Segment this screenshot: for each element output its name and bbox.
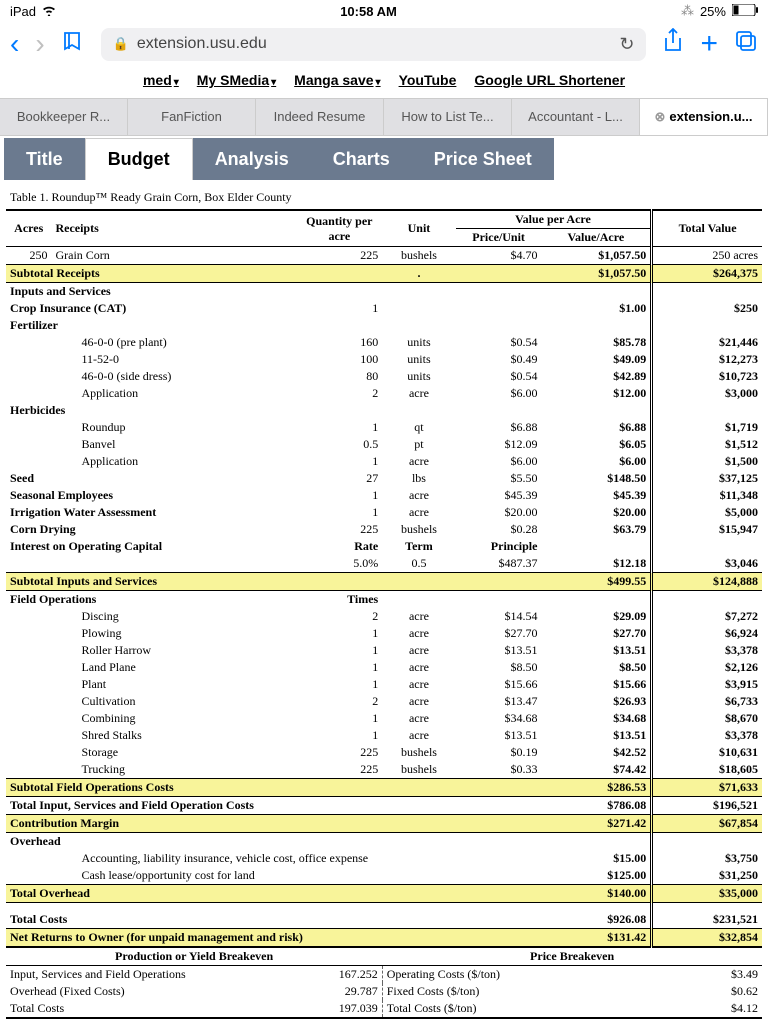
th-unit: Unit: [382, 210, 456, 247]
pagetab-charts[interactable]: Charts: [311, 138, 412, 180]
row-fertilizer-label: Fertilizer: [6, 317, 762, 334]
pagetab-budget[interactable]: Budget: [85, 138, 193, 180]
clock: 10:58 AM: [340, 4, 397, 19]
row-seed: Seed27lbs$5.50$148.50$37,125: [6, 470, 762, 487]
bookmarks-bar: med▾ My SMedia▾ Manga save▾ YouTube Goog…: [0, 66, 768, 98]
row-total-isf: Total Input, Services and Field Operatio…: [6, 797, 762, 815]
row-subtotal-receipts: Subtotal Receipts . $1,057.50 $264,375: [6, 265, 762, 283]
tab-2[interactable]: Indeed Resume: [256, 99, 384, 135]
wifi-icon: [42, 4, 56, 19]
row-irrigation: Irrigation Water Assessment1acre$20.00$2…: [6, 504, 762, 521]
row-grain-corn: 250 Grain Corn 225 bushels $4.70 $1,057.…: [6, 247, 762, 265]
row-interest: 5.0%0.5$487.37$12.18$3,046: [6, 555, 762, 573]
row-breakeven-1: Overhead (Fixed Costs)29.787Fixed Costs …: [6, 983, 762, 1000]
row-fert-3: Application2acre$6.00$12.00$3,000: [6, 385, 762, 402]
row-fieldop-6: Combining1acre$34.68$34.68$8,670: [6, 710, 762, 727]
bookmark-smedia[interactable]: My SMedia▾: [197, 72, 276, 88]
battery-pct: 25%: [700, 4, 726, 19]
share-icon[interactable]: [662, 28, 684, 60]
th-tv: Total Value: [652, 210, 762, 247]
row-fieldop-8: Storage225bushels$0.19$42.52$10,631: [6, 744, 762, 761]
row-herb-1: Banvel0.5pt$12.09$6.05$1,512: [6, 436, 762, 453]
row-net-returns: Net Returns to Owner (for unpaid managem…: [6, 928, 762, 947]
row-fert-0: 46-0-0 (pre plant)160units$0.54$85.78$21…: [6, 334, 762, 351]
tab-3[interactable]: How to List Te...: [384, 99, 512, 135]
row-fieldop-3: Land Plane1acre$8.50$8.50$2,126: [6, 659, 762, 676]
row-inputs-header: Inputs and Services: [6, 283, 762, 301]
bookmark-gurl[interactable]: Google URL Shortener: [474, 72, 625, 88]
url-bar[interactable]: 🔒 extension.usu.edu ↻: [101, 28, 647, 61]
row-seasonal: Seasonal Employees1acre$45.39$45.39$11,3…: [6, 487, 762, 504]
battery-icon: [732, 4, 758, 19]
table-title: Table 1. Roundup™ Ready Grain Corn, Box …: [10, 190, 762, 205]
row-fert-2: 46-0-0 (side dress)80units$0.54$42.89$10…: [6, 368, 762, 385]
reload-icon[interactable]: ↻: [619, 34, 634, 55]
row-fieldop-5: Cultivation2acre$13.47$26.93$6,733: [6, 693, 762, 710]
row-field-ops-label: Field OperationsTimes: [6, 591, 762, 609]
lock-icon: 🔒: [113, 36, 129, 52]
row-fieldop-4: Plant1acre$15.66$15.66$3,915: [6, 676, 762, 693]
row-crop-ins: Crop Insurance (CAT) 1 $1.00 $250: [6, 300, 762, 317]
tab-1[interactable]: FanFiction: [128, 99, 256, 135]
row-subtotal-inputs: Subtotal Inputs and Services$499.55$124,…: [6, 573, 762, 591]
row-breakeven-2: Total Costs197.039Total Costs ($/ton)$4.…: [6, 1000, 762, 1018]
row-overhead-0: Accounting, liability insurance, vehicle…: [6, 850, 762, 867]
url-text: extension.usu.edu: [137, 35, 267, 53]
th-receipts: Receipts: [51, 210, 296, 247]
back-button[interactable]: ‹: [10, 28, 19, 60]
forward-button: ›: [35, 28, 44, 60]
pagetab-title[interactable]: Title: [4, 138, 85, 180]
tab-0[interactable]: Bookkeeper R...: [0, 99, 128, 135]
row-drying: Corn Drying225bushels$0.28$63.79$15,947: [6, 521, 762, 538]
row-overhead-1: Cash lease/opportunity cost for land$125…: [6, 867, 762, 885]
browser-tabs: Bookkeeper R... FanFiction Indeed Resume…: [0, 98, 768, 136]
bookmark-manga[interactable]: Manga save▾: [294, 72, 380, 88]
row-fieldop-9: Trucking225bushels$0.33$74.42$18,605: [6, 761, 762, 779]
row-fieldop-2: Roller Harrow1acre$13.51$13.51$3,378: [6, 642, 762, 659]
row-total-costs: Total Costs$926.08$231,521: [6, 911, 762, 929]
row-breakeven-0: Input, Services and Field Operations167.…: [6, 965, 762, 983]
row-total-overhead: Total Overhead$140.00$35,000: [6, 885, 762, 903]
bookmarks-icon[interactable]: [61, 29, 85, 59]
row-fieldop-0: Discing2acre$14.54$29.09$7,272: [6, 608, 762, 625]
page-tabs: Title Budget Analysis Charts Price Sheet: [4, 138, 768, 180]
new-tab-icon[interactable]: +: [700, 27, 718, 61]
th-va: Value/Acre: [541, 229, 651, 247]
tab-4[interactable]: Accountant - L...: [512, 99, 640, 135]
row-overhead-label: Overhead: [6, 833, 762, 851]
tabs-icon[interactable]: [734, 29, 758, 59]
close-icon: ⊗: [655, 109, 666, 124]
row-herbicides-label: Herbicides: [6, 402, 762, 419]
th-acres: Acres: [6, 210, 51, 247]
pagetab-pricesheet[interactable]: Price Sheet: [412, 138, 554, 180]
row-fieldop-1: Plowing1acre$27.70$27.70$6,924: [6, 625, 762, 642]
row-herb-2: Application1acre$6.00$6.00$1,500: [6, 453, 762, 470]
row-breakeven-hdr: Production or Yield BreakevenPrice Break…: [6, 947, 762, 966]
row-fert-1: 11-52-0100units$0.49$49.09$12,273: [6, 351, 762, 368]
bookmark-med[interactable]: med▾: [143, 72, 179, 88]
pagetab-analysis[interactable]: Analysis: [193, 138, 311, 180]
budget-table: Acres Receipts Quantity per acre Unit Va…: [6, 209, 762, 1019]
th-qty: Quantity per acre: [296, 210, 382, 247]
device-label: iPad: [10, 4, 36, 19]
bookmark-youtube[interactable]: YouTube: [399, 72, 457, 88]
th-vpa: Value per Acre: [456, 210, 652, 229]
browser-toolbar: ‹ › 🔒 extension.usu.edu ↻ +: [0, 22, 768, 66]
row-contrib: Contribution Margin$271.42$67,854: [6, 815, 762, 833]
row-fieldop-7: Shred Stalks1acre$13.51$13.51$3,378: [6, 727, 762, 744]
bluetooth-icon: ⁂: [681, 3, 694, 19]
row-herb-0: Roundup1qt$6.88$6.88$1,719: [6, 419, 762, 436]
th-pu: Price/Unit: [456, 229, 542, 247]
row-subtotal-field: Subtotal Field Operations Costs$286.53$7…: [6, 779, 762, 797]
row-interest-hdr: Interest on Operating CapitalRateTermPri…: [6, 538, 762, 555]
tab-5[interactable]: ⊗extension.u...: [640, 99, 768, 135]
status-bar: iPad 10:58 AM ⁂ 25%: [0, 0, 768, 22]
